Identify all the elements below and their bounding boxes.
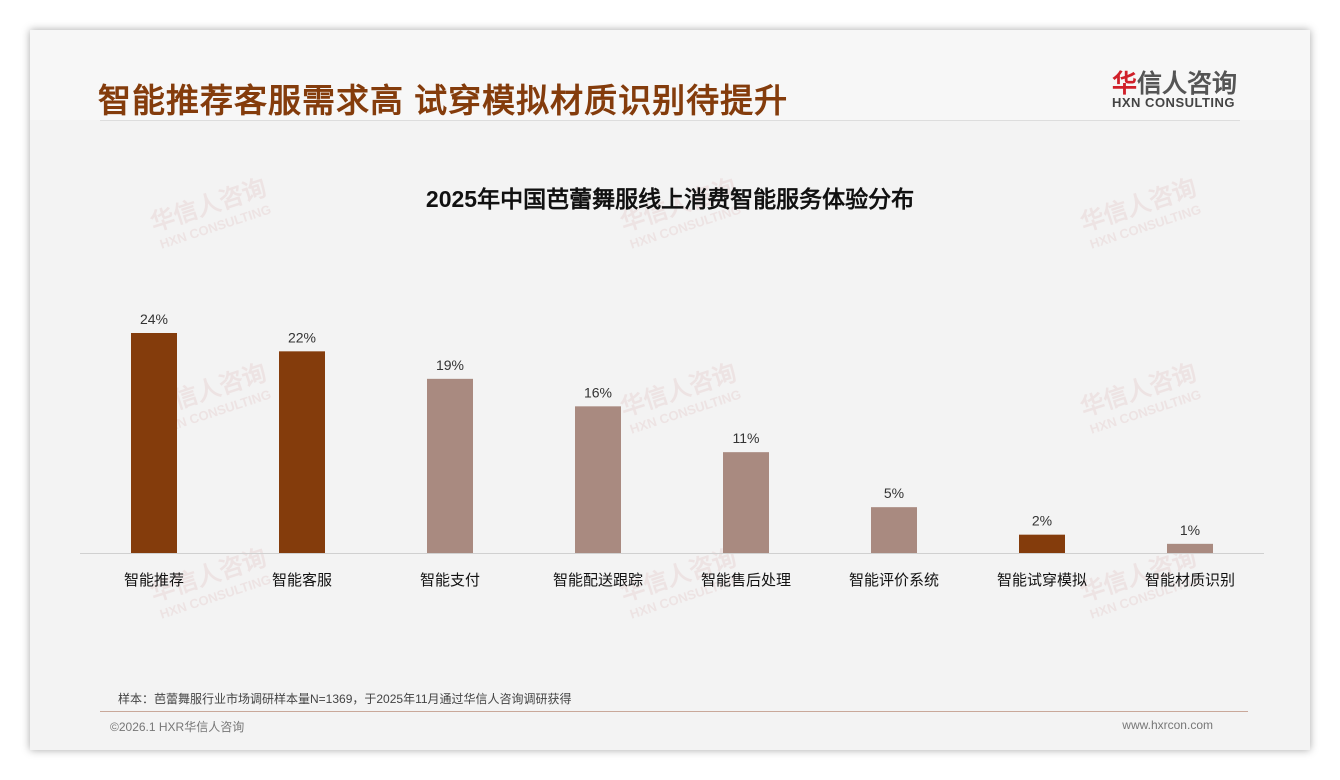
chart-title: 2025年中国芭蕾舞服线上消费智能服务体验分布 (425, 186, 915, 212)
bar (723, 452, 769, 553)
category-label: 智能配送跟踪 (553, 571, 643, 589)
copyright: ©2026.1 HXR华信人咨询 (110, 720, 245, 734)
header-divider (100, 120, 1240, 121)
category-label: 智能推荐 (124, 571, 184, 589)
footer-divider (100, 711, 1248, 712)
bar (131, 333, 177, 553)
data-label: 19% (436, 357, 464, 373)
bar (427, 378, 473, 553)
header (30, 30, 1310, 120)
bar-chart: 24% 智能推荐 22% 智能客服 19% 智能支付 16% 智能配送跟踪 11% 智能售后处理 5… (80, 311, 1264, 589)
data-label: 22% (288, 329, 316, 345)
data-label: 1% (1180, 522, 1200, 538)
logo-red-char: 华 (1112, 70, 1138, 98)
logo-en: HXN CONSULTING (1112, 95, 1236, 110)
website-url: www.hxrcon.com (1122, 718, 1213, 732)
data-label: 16% (584, 384, 612, 400)
data-label: 2% (1032, 513, 1052, 529)
data-label: 24% (140, 311, 168, 327)
bar (871, 507, 917, 553)
category-label: 智能客服 (272, 571, 332, 589)
bar (1019, 534, 1065, 553)
slide: 智能推荐客服需求高 试穿模拟材质识别待提升 华信人咨询 HXN CONSULTI… (30, 30, 1310, 750)
data-label: 11% (733, 430, 760, 446)
category-label: 智能试穿模拟 (997, 571, 1087, 589)
category-label: 智能售后处理 (701, 571, 791, 589)
category-label: 智能支付 (420, 571, 480, 589)
logo: 华信人咨询 (1112, 64, 1237, 100)
sample-note: 样本：芭蕾舞服行业市场调研样本量N=1369，于2025年11月通过华信人咨询调… (118, 692, 572, 706)
bar (575, 406, 621, 553)
bar (1167, 543, 1213, 553)
data-label: 5% (884, 485, 904, 501)
category-label: 智能材质识别 (1145, 571, 1235, 589)
page-title: 智能推荐客服需求高 试穿模拟材质识别待提升 (98, 82, 789, 119)
logo-cn: 信人咨询 (1137, 70, 1238, 98)
bar (279, 351, 325, 553)
category-label: 智能评价系统 (849, 571, 939, 589)
